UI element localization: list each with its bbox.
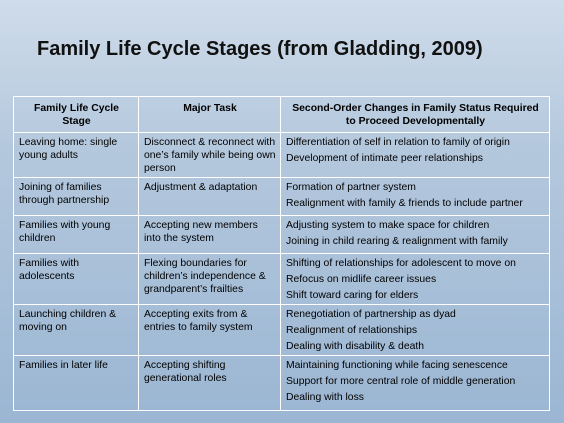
header-stage: Family Life Cycle Stage — [13, 96, 139, 133]
change-item: Differentiation of self in relation to f… — [286, 137, 510, 148]
stage-cell: Launching children & moving on — [13, 304, 139, 356]
task-cell: Adjustment & adaptation — [138, 177, 281, 216]
change-item: Shifting of relationships for adolescent… — [286, 258, 516, 269]
slide-title: Family Life Cycle Stages (from Gladding,… — [37, 38, 483, 60]
change-item: Realignment with family & friends to inc… — [286, 198, 523, 209]
table-row: Families in later life Accepting shiftin… — [13, 355, 550, 411]
stage-cell: Joining of families through partnership — [13, 177, 139, 216]
changes-cell: Formation of partner system Realignment … — [280, 177, 550, 216]
changes-cell: Renegotiation of partnership as dyad Rea… — [280, 304, 550, 356]
table-row: Families with young children Accepting n… — [13, 215, 550, 254]
stage-cell: Families with young children — [13, 215, 139, 254]
family-life-cycle-table-container: Family Life Cycle Stage Major Task Secon… — [13, 96, 550, 411]
change-item: Refocus on midlife career issues — [286, 274, 437, 285]
change-item: Formation of partner system — [286, 182, 416, 193]
change-item: Shift toward caring for elders — [286, 290, 419, 301]
table-row: Leaving home: single young adults Discon… — [13, 132, 550, 178]
table-row: Families with adolescents Flexing bounda… — [13, 253, 550, 305]
change-item: Dealing with loss — [286, 392, 364, 403]
stage-cell: Families in later life — [13, 355, 139, 411]
change-item: Realignment of relationships — [286, 325, 418, 336]
family-life-cycle-table: Family Life Cycle Stage Major Task Secon… — [13, 96, 550, 411]
change-item: Support for more central role of middle … — [286, 376, 516, 387]
task-cell: Disconnect & reconnect with one’s family… — [138, 132, 281, 178]
change-item: Joining in child rearing & realignment w… — [286, 236, 508, 247]
changes-cell: Maintaining functioning while facing sen… — [280, 355, 550, 411]
changes-cell: Differentiation of self in relation to f… — [280, 132, 550, 178]
change-item: Renegotiation of partnership as dyad — [286, 309, 456, 320]
table-row: Joining of families through partnership … — [13, 177, 550, 216]
header-second-order-changes: Second-Order Changes in Family Status Re… — [280, 96, 550, 133]
table-header-row: Family Life Cycle Stage Major Task Secon… — [13, 96, 550, 133]
task-cell: Accepting new members into the system — [138, 215, 281, 254]
change-item: Development of intimate peer relationshi… — [286, 153, 483, 164]
task-cell: Accepting shifting generational roles — [138, 355, 281, 411]
changes-cell: Shifting of relationships for adolescent… — [280, 253, 550, 305]
task-cell: Flexing boundaries for children’s indepe… — [138, 253, 281, 305]
changes-cell: Adjusting system to make space for child… — [280, 215, 550, 254]
stage-cell: Leaving home: single young adults — [13, 132, 139, 178]
change-item: Adjusting system to make space for child… — [286, 220, 490, 231]
header-major-task: Major Task — [138, 96, 281, 133]
change-item: Dealing with disability & death — [286, 341, 425, 352]
table-row: Launching children & moving on Accepting… — [13, 304, 550, 356]
change-item: Maintaining functioning while facing sen… — [286, 360, 508, 371]
stage-cell: Families with adolescents — [13, 253, 139, 305]
task-cell: Accepting exits from & entries to family… — [138, 304, 281, 356]
